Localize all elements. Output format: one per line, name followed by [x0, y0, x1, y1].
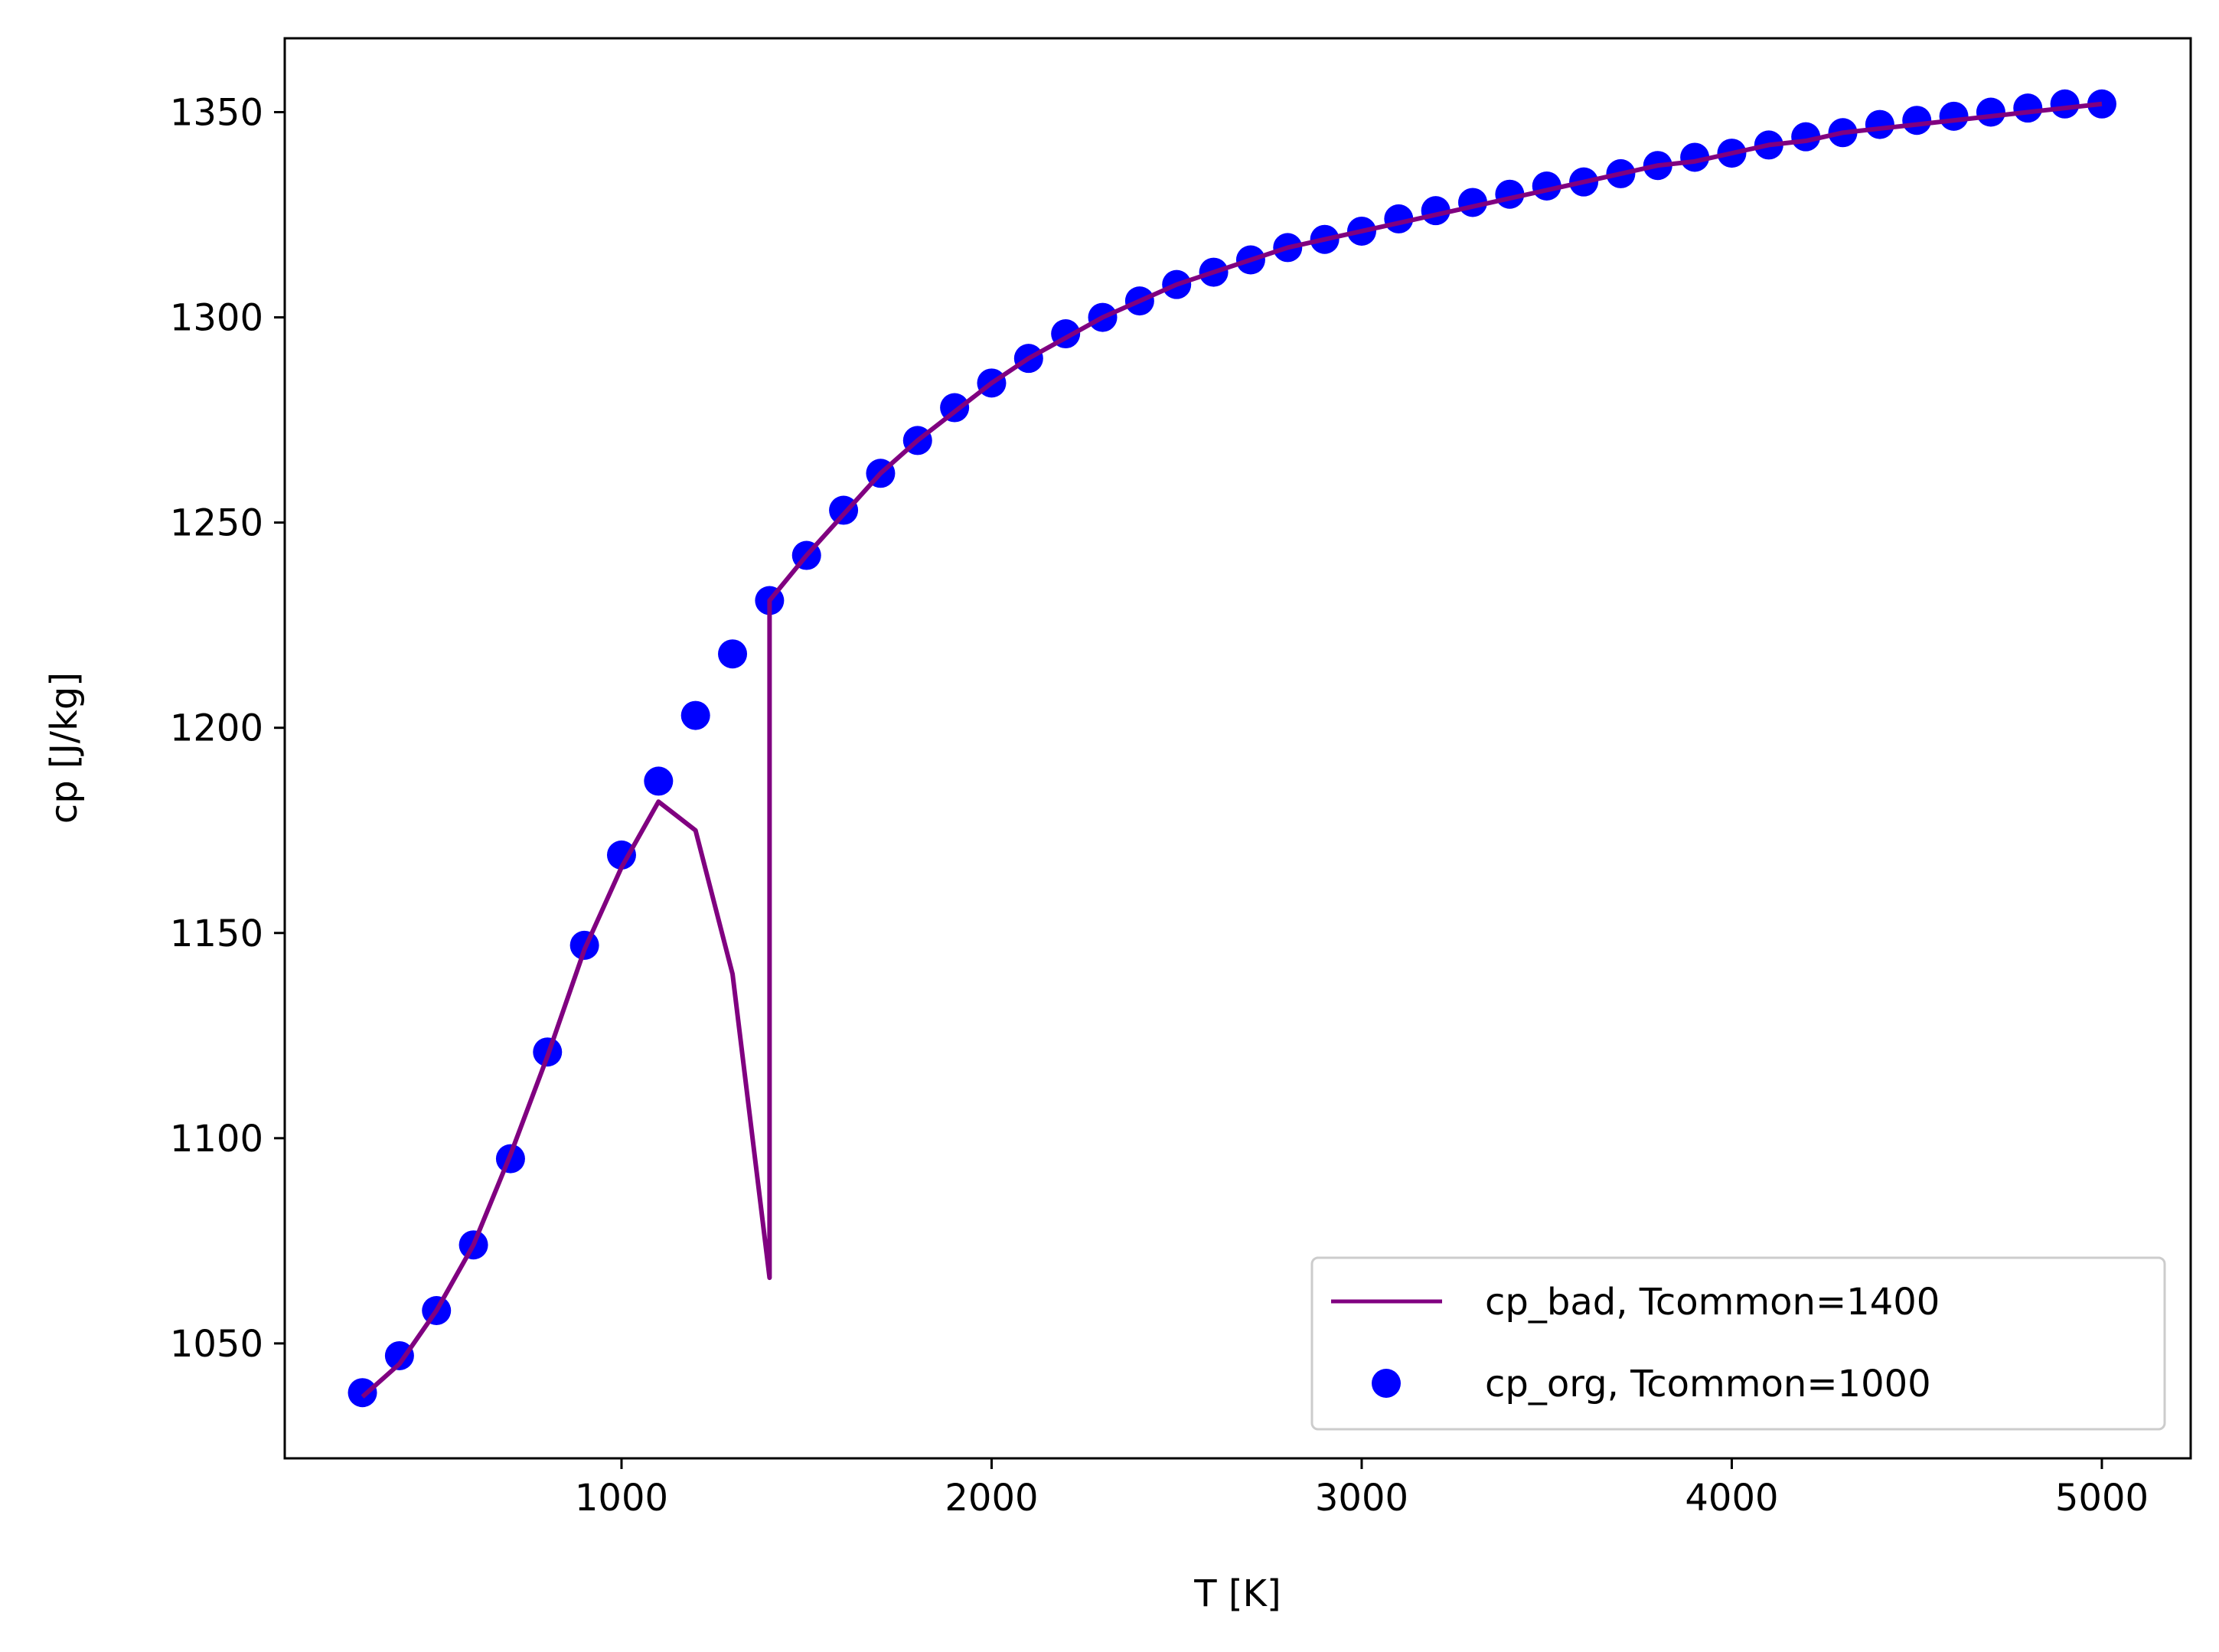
plot-frame: [283, 37, 2192, 1460]
scatter-point: [348, 1378, 377, 1408]
y-tick-label: 1300: [170, 297, 263, 340]
scatter-point: [1939, 101, 1969, 131]
y-tick-label: 1150: [170, 913, 263, 955]
y-tick-label: 1250: [170, 502, 263, 545]
scatter-point: [384, 1340, 414, 1370]
plot-area: [285, 38, 2191, 1458]
legend: cp_bad, Tcommon=1400 cp_org, Tcommon=100…: [1310, 1256, 2166, 1431]
scatter-point: [2013, 93, 2043, 123]
scatter-point: [644, 766, 674, 796]
scatter-point: [1865, 109, 1894, 139]
scatter-point: [718, 639, 748, 669]
scatter-point: [2087, 89, 2116, 119]
series-line-cp-bad: [361, 101, 2103, 1399]
scatter-point: [1902, 106, 1932, 135]
legend-label-cp-bad: cp_bad, Tcommon=1400: [1485, 1281, 1940, 1324]
x-tick-label: 2000: [945, 1477, 1038, 1520]
y-axis-ticks: 1050 1100 1150 1200 1250 1300 1350: [170, 92, 285, 1366]
y-tick-label: 1200: [170, 707, 263, 750]
scatter-point: [1680, 142, 1710, 172]
x-tick-label: 5000: [2055, 1477, 2149, 1520]
x-tick-label: 4000: [1685, 1477, 1778, 1520]
scatter-point: [1791, 122, 1821, 152]
legend-label-cp-org: cp_org, Tcommon=1000: [1485, 1363, 1931, 1406]
scatter-point: [1976, 97, 2005, 127]
x-tick-label: 1000: [575, 1477, 668, 1520]
legend-box: [1310, 1256, 2166, 1431]
x-tick-label: 3000: [1315, 1477, 1408, 1520]
scatter-point: [606, 840, 636, 870]
y-tick-label: 1050: [170, 1323, 263, 1366]
scatter-point: [2050, 89, 2080, 119]
y-axis-title: cp [J/kg]: [43, 672, 86, 824]
scatter-point: [680, 700, 710, 730]
x-axis-ticks: 1000 2000 3000 4000 5000: [575, 1458, 2149, 1520]
legend-marker-swatch: [1372, 1369, 1401, 1398]
y-tick-label: 1350: [170, 92, 263, 135]
x-axis-title: T [K]: [1193, 1572, 1281, 1615]
y-tick-label: 1100: [170, 1118, 263, 1161]
series-layer: [348, 89, 2116, 1408]
